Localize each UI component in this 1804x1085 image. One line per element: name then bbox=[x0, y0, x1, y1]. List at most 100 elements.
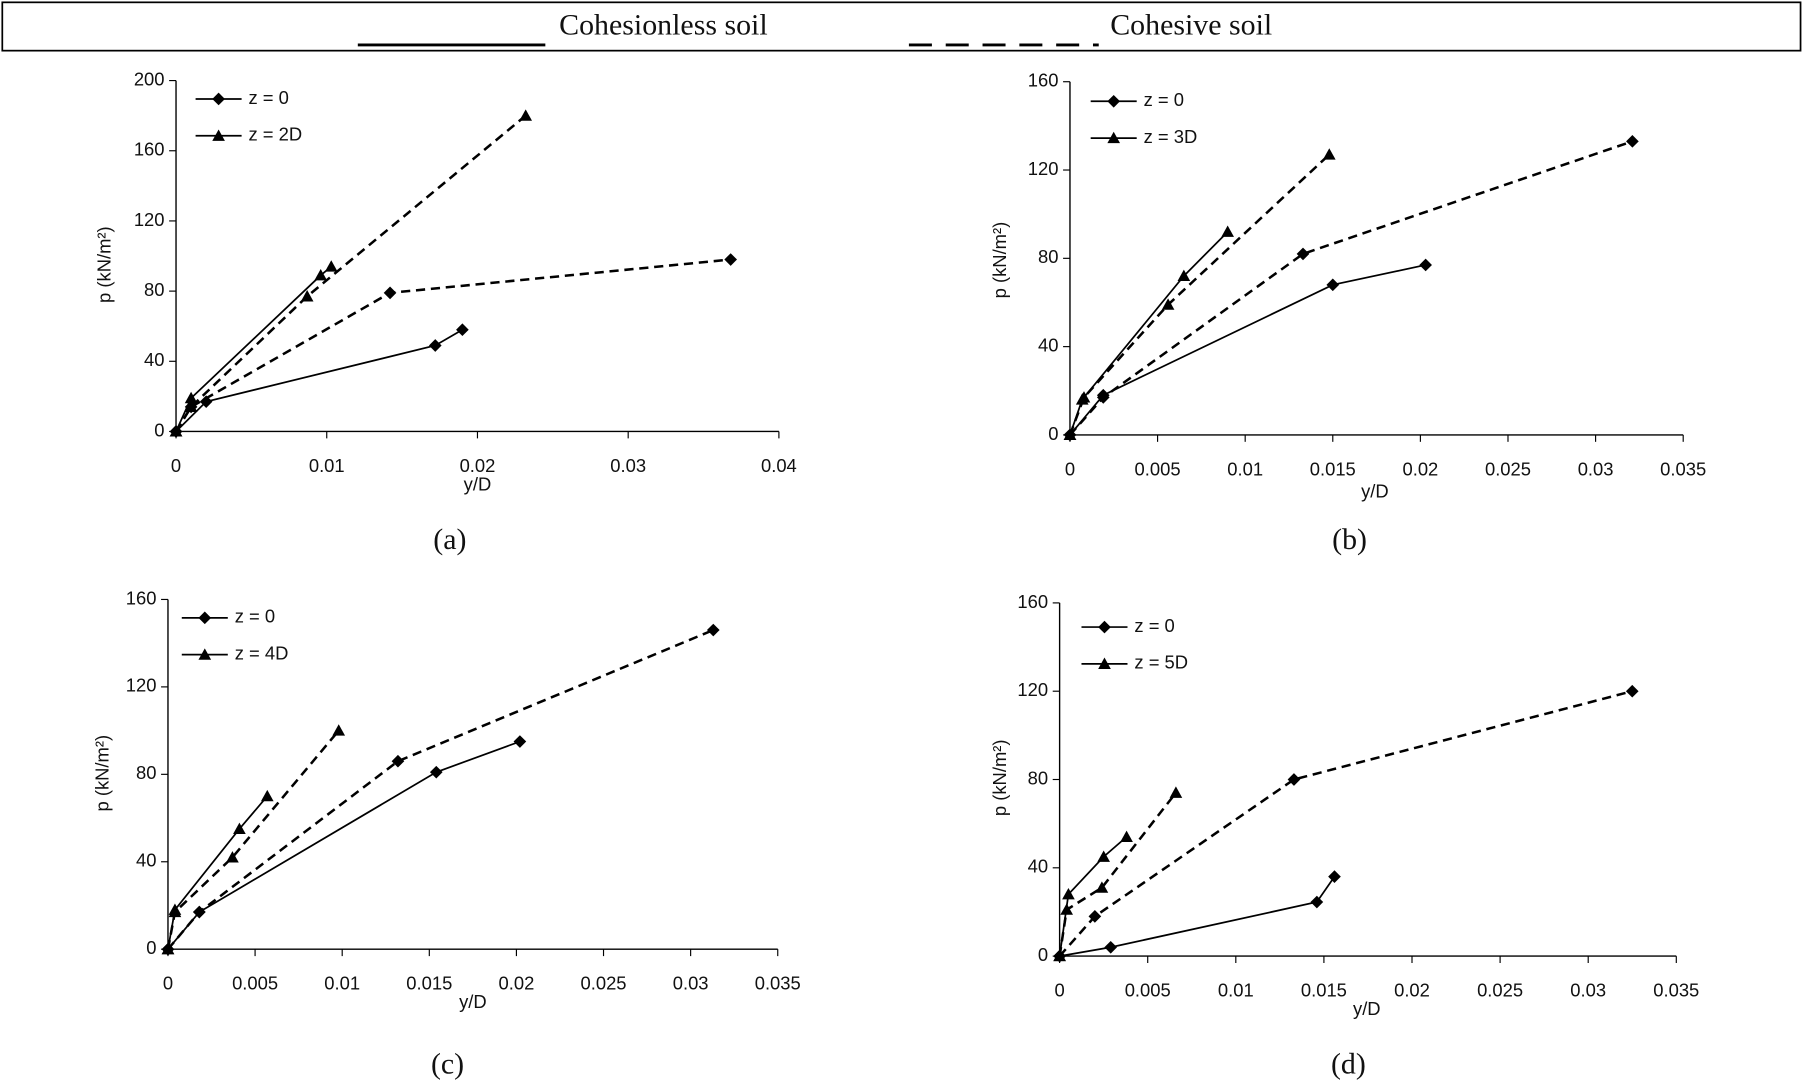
x-axis-label: y/D bbox=[1361, 480, 1389, 501]
legend-label: Cohesionless soil bbox=[559, 9, 768, 42]
triangle-marker bbox=[1053, 949, 1066, 962]
diamond-marker bbox=[706, 623, 720, 637]
x-tick-label: 0 bbox=[163, 973, 173, 994]
y-tick-label: 120 bbox=[134, 209, 165, 230]
y-tick-label: 40 bbox=[1028, 856, 1048, 877]
y-tick-label: 120 bbox=[1017, 679, 1048, 700]
triangle-marker bbox=[1169, 786, 1183, 798]
series-line bbox=[1059, 876, 1336, 957]
x-tick-label: 0 bbox=[1065, 458, 1075, 479]
y-tick-label: 0 bbox=[154, 419, 164, 440]
triangle-marker bbox=[1060, 903, 1073, 915]
triangle-marker bbox=[1095, 881, 1109, 893]
series-line bbox=[1069, 140, 1633, 436]
legend-label: z = 2D bbox=[249, 124, 303, 145]
panel-label: (a) bbox=[433, 523, 466, 556]
x-tick-label: 0.01 bbox=[309, 455, 345, 476]
y-tick-label: 160 bbox=[1028, 70, 1059, 91]
y-tick-label: 40 bbox=[144, 349, 164, 370]
diamond-marker bbox=[1088, 910, 1102, 923]
legend-box bbox=[1, 1, 1802, 52]
x-axis-label: y/D bbox=[1353, 998, 1381, 1019]
legend-label: z = 0 bbox=[249, 87, 289, 108]
x-axis-label: y/D bbox=[464, 473, 492, 494]
legend-label: z = 0 bbox=[1144, 89, 1184, 110]
triangle-marker bbox=[1221, 225, 1234, 237]
y-tick-label: 0 bbox=[1048, 423, 1058, 444]
triangle-marker bbox=[300, 290, 314, 302]
panel-label: (b) bbox=[1332, 523, 1367, 556]
x-tick-label: 0.015 bbox=[1301, 980, 1347, 1001]
triangle-marker bbox=[260, 789, 274, 802]
diamond-marker bbox=[1310, 895, 1324, 909]
triangle-marker bbox=[324, 260, 338, 272]
diamond-marker bbox=[429, 765, 443, 779]
series-line bbox=[174, 114, 527, 433]
y-tick-label: 80 bbox=[136, 762, 156, 783]
triangle-marker bbox=[332, 724, 346, 736]
x-tick-label: 0.03 bbox=[1570, 980, 1606, 1001]
series-line bbox=[166, 729, 340, 950]
y-tick-label: 160 bbox=[134, 139, 165, 160]
triangle-marker bbox=[233, 822, 246, 835]
x-tick-label: 0.04 bbox=[761, 455, 797, 476]
x-tick-label: 0.03 bbox=[673, 973, 709, 994]
diamond-marker bbox=[1328, 870, 1341, 883]
triangle-marker bbox=[184, 400, 198, 412]
x-tick-label: 0.035 bbox=[1660, 458, 1706, 479]
y-axis-label: p (kN/m²) bbox=[989, 222, 1010, 299]
y-tick-label: 160 bbox=[1017, 591, 1048, 612]
legend-label: Cohesive soil bbox=[1110, 9, 1272, 42]
y-tick-label: 80 bbox=[1028, 767, 1048, 788]
diamond-marker bbox=[1107, 94, 1121, 108]
y-axis-label: p (kN/m²) bbox=[91, 735, 112, 812]
x-tick-label: 0.02 bbox=[1394, 980, 1430, 1001]
diamond-marker bbox=[428, 339, 442, 352]
legend-label: z = 3D bbox=[1144, 126, 1198, 147]
triangle-marker bbox=[184, 391, 198, 404]
x-axis-label: y/D bbox=[459, 991, 487, 1012]
triangle-marker bbox=[1177, 269, 1191, 282]
diamond-marker bbox=[1096, 391, 1110, 404]
triangle-marker bbox=[212, 129, 225, 141]
triangle-marker bbox=[519, 109, 533, 121]
series-line bbox=[1058, 689, 1633, 957]
y-tick-label: 200 bbox=[134, 68, 165, 89]
diamond-marker bbox=[198, 611, 212, 625]
x-tick-label: 0.01 bbox=[324, 973, 360, 994]
triangle-marker bbox=[1322, 148, 1336, 160]
series-line bbox=[167, 628, 714, 951]
triangle-marker bbox=[1161, 298, 1175, 310]
legend-label: z = 0 bbox=[1134, 615, 1174, 636]
triangle-marker bbox=[1120, 830, 1133, 842]
y-axis-label: p (kN/m²) bbox=[989, 739, 1010, 816]
y-tick-label: 120 bbox=[1028, 158, 1059, 179]
diamond-marker bbox=[724, 253, 737, 266]
diamond-marker bbox=[391, 754, 405, 768]
x-tick-label: 0.01 bbox=[1227, 458, 1263, 479]
diamond-marker bbox=[1326, 278, 1340, 292]
x-tick-label: 0 bbox=[171, 455, 181, 476]
x-tick-label: 0.03 bbox=[1578, 458, 1614, 479]
x-tick-label: 0.025 bbox=[1485, 458, 1531, 479]
diamond-marker bbox=[1104, 940, 1118, 954]
y-tick-label: 0 bbox=[1038, 944, 1048, 965]
triangle-marker bbox=[168, 905, 182, 918]
series-line bbox=[1069, 264, 1426, 436]
diamond-marker bbox=[513, 735, 527, 748]
diamond-marker bbox=[1287, 773, 1301, 786]
legend-label: z = 5D bbox=[1134, 652, 1188, 673]
y-tick-label: 80 bbox=[1038, 246, 1058, 267]
triangle-marker bbox=[161, 942, 175, 955]
x-tick-label: 0 bbox=[1055, 980, 1065, 1001]
x-tick-label: 0.025 bbox=[581, 973, 627, 994]
x-tick-label: 0.005 bbox=[232, 973, 278, 994]
x-tick-label: 0.035 bbox=[755, 973, 801, 994]
y-tick-label: 40 bbox=[136, 850, 156, 871]
series-line bbox=[1069, 231, 1229, 436]
series-line bbox=[1068, 153, 1331, 436]
triangle-marker bbox=[1107, 131, 1121, 144]
triangle-marker bbox=[1098, 657, 1111, 669]
